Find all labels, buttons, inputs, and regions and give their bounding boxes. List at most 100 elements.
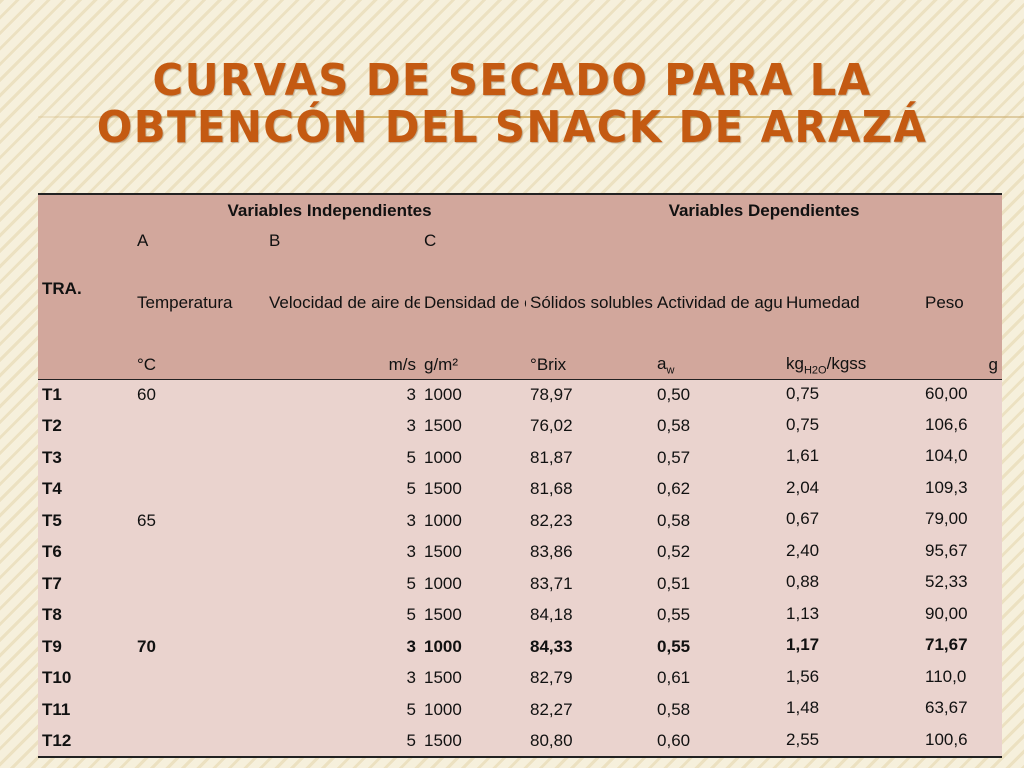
water-activity-value: 0,58 xyxy=(653,694,783,726)
moisture-value: 0,75 xyxy=(782,379,922,411)
title-line-2: OBTENCÓN DEL SNACK DE ARAZÁ xyxy=(96,101,928,153)
table-row: T12 5 1500 80,80 0,60 2,55 100,6 xyxy=(38,725,1003,757)
temperature-value xyxy=(133,410,265,442)
weight-value: 60,00 xyxy=(921,379,1003,411)
peso-header: Peso xyxy=(921,255,1003,351)
water-activity-value: 0,52 xyxy=(653,536,783,568)
weight-value: 63,67 xyxy=(921,694,1003,726)
unit-brix: °Brix xyxy=(526,351,654,380)
header-row-units: °C m/s g/m² °Brix aw kgH2O/kgss g xyxy=(38,351,1003,380)
table-body: T1 60 3 1000 78,97 0,50 0,75 60,00 T2 3 1500 76,02 0… xyxy=(38,379,1003,757)
treatment-id: T8 xyxy=(38,599,133,631)
water-activity-value: 0,60 xyxy=(653,725,783,757)
temperature-value xyxy=(133,568,265,600)
table-row: T7 5 1000 83,71 0,51 0,88 52,33 xyxy=(38,568,1003,600)
moisture-value: 0,88 xyxy=(782,568,922,600)
independent-variables-header: Variables Independientes xyxy=(133,194,527,226)
unit-aw: aw xyxy=(653,351,783,380)
load-density-value: 1000 xyxy=(420,694,527,726)
temperature-value: 70 xyxy=(133,631,265,663)
air-speed-value: 5 xyxy=(265,725,420,757)
table-row: T6 3 1500 83,86 0,52 2,40 95,67 xyxy=(38,536,1003,568)
weight-value: 104,0 xyxy=(921,442,1003,474)
soluble-solids-value: 81,87 xyxy=(526,442,654,474)
unit-hum: kgH2O/kgss xyxy=(782,351,922,380)
unit-hum-a: kg xyxy=(786,353,804,373)
treatment-id: T12 xyxy=(38,725,133,757)
treatment-id: T4 xyxy=(38,473,133,505)
moisture-value: 1,13 xyxy=(782,599,922,631)
moisture-value: 2,04 xyxy=(782,473,922,505)
unit-vel: m/s xyxy=(265,351,420,380)
moisture-value: 0,75 xyxy=(782,410,922,442)
header-empty-cell xyxy=(38,194,133,226)
load-density-value: 1000 xyxy=(420,379,527,411)
temperature-value: 65 xyxy=(133,505,265,537)
dependent-variables-header: Variables Dependientes xyxy=(526,194,1003,226)
soluble-solids-value: 82,27 xyxy=(526,694,654,726)
weight-value: 106,6 xyxy=(921,410,1003,442)
load-density-value: 1500 xyxy=(420,599,527,631)
velocidad-header: Velocidad de aire de secado xyxy=(265,255,420,351)
air-speed-value: 3 xyxy=(265,379,420,411)
factor-empty xyxy=(653,226,783,255)
table-row: T5 65 3 1000 82,23 0,58 0,67 79,00 xyxy=(38,505,1003,537)
moisture-value: 2,55 xyxy=(782,725,922,757)
soluble-solids-value: 76,02 xyxy=(526,410,654,442)
factor-empty xyxy=(921,226,1003,255)
treatment-id: T2 xyxy=(38,410,133,442)
treatment-id: T6 xyxy=(38,536,133,568)
factor-b-label: B xyxy=(265,226,420,255)
water-activity-value: 0,50 xyxy=(653,379,783,411)
table-row: T11 5 1000 82,27 0,58 1,48 63,67 xyxy=(38,694,1003,726)
weight-value: 110,0 xyxy=(921,662,1003,694)
table-row: T10 3 1500 82,79 0,61 1,56 110,0 xyxy=(38,662,1003,694)
air-speed-value: 5 xyxy=(265,473,420,505)
moisture-value: 1,56 xyxy=(782,662,922,694)
unit-temp: °C xyxy=(133,351,265,380)
soluble-solids-value: 84,33 xyxy=(526,631,654,663)
table-row: T9 70 3 1000 84,33 0,55 1,17 71,67 xyxy=(38,631,1003,663)
air-speed-value: 3 xyxy=(265,536,420,568)
soluble-solids-value: 83,86 xyxy=(526,536,654,568)
soluble-solids-value: 82,79 xyxy=(526,662,654,694)
unit-dens: g/m² xyxy=(420,351,527,380)
moisture-value: 1,17 xyxy=(782,631,922,663)
temperature-value xyxy=(133,442,265,474)
water-activity-value: 0,55 xyxy=(653,599,783,631)
temperatura-header: Temperatura xyxy=(133,255,265,351)
treatment-id: T7 xyxy=(38,568,133,600)
unit-hum-sub: H2O xyxy=(803,363,827,376)
moisture-value: 1,48 xyxy=(782,694,922,726)
moisture-value: 0,67 xyxy=(782,505,922,537)
moisture-value: 1,61 xyxy=(782,442,922,474)
load-density-value: 1500 xyxy=(420,725,527,757)
header-row-factors: TRA. A B C xyxy=(38,226,1003,351)
treatment-id: T5 xyxy=(38,505,133,537)
load-density-value: 1500 xyxy=(420,410,527,442)
slide-title: CURVAS DE SECADO PARA LA OBTENCÓN DEL SN… xyxy=(26,57,999,153)
soluble-solids-value: 81,68 xyxy=(526,473,654,505)
treatment-id: T1 xyxy=(38,379,133,411)
water-activity-value: 0,55 xyxy=(653,631,783,663)
water-activity-value: 0,62 xyxy=(653,473,783,505)
humedad-header: Humedad xyxy=(782,255,922,351)
treatment-id: T11 xyxy=(38,694,133,726)
soluble-solids-value: 78,97 xyxy=(526,379,654,411)
treatment-id: T10 xyxy=(38,662,133,694)
air-speed-value: 5 xyxy=(265,568,420,600)
temperature-value xyxy=(133,694,265,726)
temperature-value xyxy=(133,536,265,568)
soluble-solids-value: 84,18 xyxy=(526,599,654,631)
weight-value: 95,67 xyxy=(921,536,1003,568)
treatment-id: T3 xyxy=(38,442,133,474)
actividad-header: Actividad de agua xyxy=(653,255,783,351)
load-density-value: 1000 xyxy=(420,631,527,663)
factor-a-label: A xyxy=(133,226,265,255)
drying-results-table: Variables Independientes Variables Depen… xyxy=(38,193,1003,758)
table-header: Variables Independientes Variables Depen… xyxy=(38,194,1003,380)
table-row: T4 5 1500 81,68 0,62 2,04 109,3 xyxy=(38,473,1003,505)
weight-value: 52,33 xyxy=(921,568,1003,600)
weight-value: 100,6 xyxy=(921,725,1003,757)
air-speed-value: 5 xyxy=(265,599,420,631)
